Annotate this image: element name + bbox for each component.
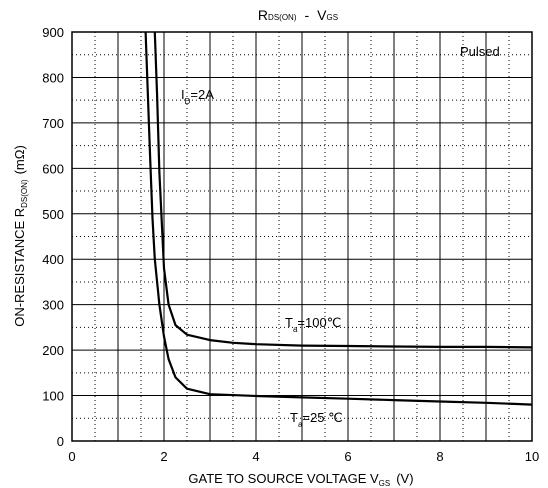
ta25-value: =25 ℃ (302, 410, 342, 425)
ta100-main: T (285, 315, 293, 330)
y-tick-label-600: 600 (42, 161, 64, 176)
y-axis-title-main: ON-RESISTANCE R (12, 208, 27, 327)
y-tick-label-500: 500 (42, 207, 64, 222)
y-axis-title: ON-RESISTANCE RDS(ON) (mΩ) (12, 145, 29, 327)
y-tick-label-0: 0 (57, 434, 64, 449)
ta100-value: =100℃ (297, 315, 341, 330)
title-separator: - (305, 7, 310, 23)
x-axis-title-main: GATE TO SOURCE VOLTAGE V (188, 471, 379, 486)
x-tick-labels: 0 2 4 6 8 10 (68, 449, 539, 464)
y-tick-label-100: 100 (42, 389, 64, 404)
x-tick-label-6: 6 (344, 449, 351, 464)
id-value: =2A (190, 87, 214, 102)
y-tick-label-300: 300 (42, 298, 64, 313)
y-axis-title-unit: (mΩ) (12, 145, 27, 174)
id-sub: D (185, 97, 191, 106)
ta25-sub: a (298, 420, 303, 429)
x-tick-label-2: 2 (160, 449, 167, 464)
y-tick-label-800: 800 (42, 70, 64, 85)
x-axis-title-unit: (V) (396, 471, 413, 486)
y-tick-label-200: 200 (42, 343, 64, 358)
y-tick-label-400: 400 (42, 252, 64, 267)
pulsed-annotation: Pulsed (460, 44, 500, 59)
series-lines (144, 31, 533, 406)
id-annotation: ID=2A (181, 87, 214, 106)
x-tick-label-8: 8 (436, 449, 443, 464)
x-tick-label-4: 4 (252, 449, 259, 464)
ta25-main: T (290, 410, 298, 425)
x-axis-title: GATE TO SOURCE VOLTAGE VGS (V) (188, 471, 413, 488)
id-main: I (181, 87, 185, 102)
title-second: V (317, 7, 327, 23)
ta25-annotation: Ta=25 ℃ (290, 410, 343, 429)
ta100-annotation: Ta=100℃ (285, 315, 341, 334)
title-main-sub: DS(ON) (268, 13, 297, 22)
title-second-sub: GS (327, 13, 339, 22)
grid-lines (72, 32, 532, 441)
chart-title: RDS(ON) - VGS (258, 7, 338, 23)
title-main: R (258, 7, 268, 23)
plot-frame (71, 31, 533, 442)
y-tick-label-700: 700 (42, 116, 64, 131)
x-axis-title-sub: GS (379, 479, 391, 488)
y-tick-labels: 0 100 200 300 400 500 600 700 800 900 (42, 25, 64, 449)
x-tick-label-0: 0 (68, 449, 75, 464)
y-tick-label-900: 900 (42, 25, 64, 40)
plot-border (71, 31, 533, 442)
series-line-ta-25c (144, 31, 533, 406)
series-line-ta-100c (153, 31, 533, 349)
x-tick-label-10: 10 (525, 449, 539, 464)
ta100-sub: a (293, 325, 298, 334)
y-axis-title-sub: DS(ON) (20, 179, 29, 208)
